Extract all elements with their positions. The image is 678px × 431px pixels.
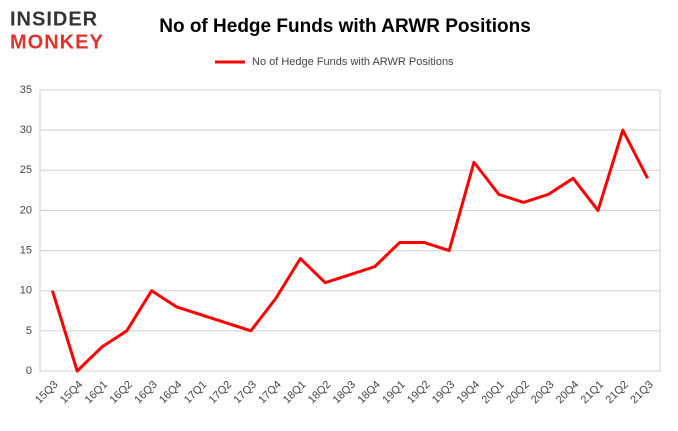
- x-tick-label: 19Q1: [380, 379, 408, 407]
- x-tick-label: 18Q4: [355, 379, 383, 407]
- y-tick-label: 0: [26, 365, 32, 377]
- x-tick-label: 21Q3: [628, 379, 656, 407]
- x-tick-label: 15Q3: [33, 379, 61, 407]
- x-tick-label: 16Q2: [107, 379, 135, 407]
- x-tick-label: 16Q4: [157, 379, 185, 407]
- x-tick-label: 21Q2: [603, 379, 631, 407]
- y-tick-label: 10: [20, 285, 32, 297]
- chart-title: No of Hedge Funds with ARWR Positions: [159, 16, 531, 37]
- x-tick-label: 17Q3: [231, 379, 259, 407]
- logo-line2: MONKEY: [10, 31, 104, 53]
- x-tick-label: 16Q1: [83, 379, 111, 407]
- x-tick-label: 20Q3: [529, 379, 557, 407]
- y-tick-label: 20: [20, 204, 32, 216]
- x-tick-label: 17Q2: [207, 379, 235, 407]
- x-tick-label: 19Q4: [455, 379, 483, 407]
- x-tick-label: 19Q3: [430, 379, 458, 407]
- y-tick-label: 5: [26, 325, 32, 337]
- x-tick-label: 18Q3: [331, 379, 359, 407]
- x-tick-label: 17Q1: [182, 379, 210, 407]
- x-tick-label: 20Q4: [554, 379, 582, 407]
- x-tick-label: 20Q1: [479, 379, 507, 407]
- y-tick-label: 15: [20, 244, 32, 256]
- x-tick-label: 18Q2: [306, 379, 334, 407]
- x-tick-label: 18Q1: [281, 379, 309, 407]
- y-tick-label: 25: [20, 164, 32, 176]
- x-tick-label: 19Q2: [405, 379, 433, 407]
- logo-line1: INSIDER: [10, 8, 98, 30]
- series-line: [50, 128, 649, 373]
- y-tick-label: 35: [20, 84, 32, 96]
- x-tick-label: 16Q3: [132, 379, 160, 407]
- x-tick-label: 21Q1: [579, 379, 607, 407]
- plot-area: [39, 89, 661, 372]
- x-tick-label: 17Q4: [256, 379, 284, 407]
- x-tick-label: 20Q2: [504, 379, 532, 407]
- y-tick-label: 30: [20, 124, 32, 136]
- legend-label: No of Hedge Funds with ARWR Positions: [252, 56, 454, 68]
- x-tick-label: 15Q4: [58, 379, 86, 407]
